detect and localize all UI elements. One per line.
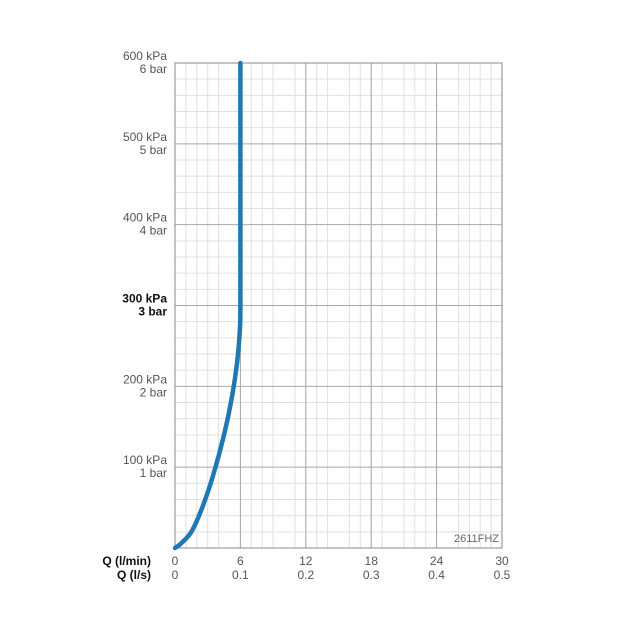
y-tick-label-bar: 5 bar (140, 143, 167, 157)
flow-curve-line (172, 60, 243, 551)
y-tick-label-bar: 3 bar (138, 305, 167, 319)
y-tick-label-kpa: 400 kPa (123, 211, 167, 225)
y-tick-label-bar: 6 bar (140, 62, 167, 76)
y-tick-label-bar: 4 bar (140, 224, 167, 238)
y-tick-label-kpa: 100 kPa (123, 453, 167, 467)
x-tick-label-lmin: 12 (299, 554, 313, 568)
x-tick-label-ls: 0 (172, 568, 179, 582)
x-tick-label-ls: 0.1 (232, 568, 249, 582)
x-tick-label-ls: 0.3 (363, 568, 380, 582)
y-tick-label-bar: 2 bar (140, 385, 167, 399)
x-tick-label-lmin: 18 (365, 554, 379, 568)
x-axis-title-lmin: Q (l/min) (102, 554, 151, 568)
x-axis-tick-labels: 00 60.1 120.2 180.3 240.4 300.5 (172, 554, 511, 582)
y-tick-label-kpa: 600 kPa (123, 49, 167, 63)
y-tick-label-kpa: 500 kPa (123, 130, 167, 144)
x-tick-label-lmin: 30 (495, 554, 509, 568)
plot-frame (174, 62, 503, 549)
x-tick-label-lmin: 6 (237, 554, 244, 568)
y-tick-label-kpa: 200 kPa (123, 372, 167, 386)
x-tick-label-ls: 0.4 (428, 568, 445, 582)
y-tick-label-kpa: 300 kPa (122, 292, 167, 306)
x-tick-label-ls: 0.5 (494, 568, 511, 582)
x-tick-label-lmin: 24 (430, 554, 444, 568)
x-tick-label-lmin: 0 (172, 554, 179, 568)
x-axis-title-ls: Q (l/s) (117, 568, 151, 582)
x-tick-label-ls: 0.2 (297, 568, 314, 582)
model-code-label: 2611FHZ (454, 533, 499, 545)
y-tick-label-bar: 1 bar (140, 466, 167, 480)
